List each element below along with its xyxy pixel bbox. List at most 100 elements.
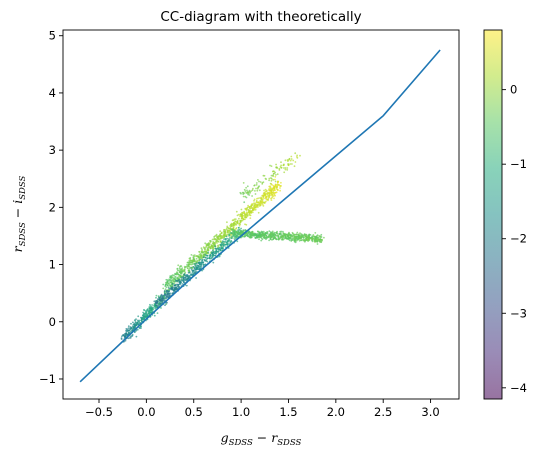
scatter-point xyxy=(202,246,205,249)
scatter-point xyxy=(245,211,248,214)
scatter-point xyxy=(280,161,282,164)
scatter-point xyxy=(270,197,272,200)
scatter-point xyxy=(276,188,278,191)
scatter-point xyxy=(125,329,127,332)
scatter-point xyxy=(178,270,181,273)
scatter-point xyxy=(292,159,295,162)
scatter-point xyxy=(314,232,317,234)
scatter-point xyxy=(223,244,225,247)
scatter-point xyxy=(189,261,192,263)
scatter-point xyxy=(259,234,262,237)
scatter-point xyxy=(219,234,222,237)
scatter-point xyxy=(222,246,224,249)
scatter-point xyxy=(183,269,186,272)
scatter-point xyxy=(212,249,214,252)
scatter-point xyxy=(243,212,246,215)
scatter-point xyxy=(219,240,222,243)
scatter-point xyxy=(274,189,276,192)
scatter-point xyxy=(272,184,275,187)
scatter-point xyxy=(237,227,240,229)
scatter-point xyxy=(181,283,184,285)
scatter-point xyxy=(218,255,221,258)
scatter-point xyxy=(120,338,123,340)
scatter-point xyxy=(270,199,273,202)
colorbar-tick-label: −4 xyxy=(510,381,527,395)
scatter-point xyxy=(251,204,254,207)
scatter-point xyxy=(151,304,154,306)
scatter-point xyxy=(191,271,194,274)
scatter-point xyxy=(198,265,201,268)
x-tick-label: 0.0 xyxy=(137,405,155,419)
scatter-point xyxy=(290,239,293,242)
scatter-point xyxy=(171,276,174,278)
scatter-point xyxy=(169,284,171,287)
scatter-point xyxy=(293,236,296,239)
scatter-point xyxy=(282,230,284,233)
scatter-point xyxy=(180,272,183,275)
scatter-point xyxy=(153,314,156,317)
scatter-point xyxy=(135,321,137,324)
scatter-point xyxy=(218,235,221,238)
scatter-point xyxy=(198,259,201,262)
scatter-point xyxy=(250,190,253,193)
scatter-point xyxy=(269,236,272,239)
scatter-point xyxy=(228,229,231,232)
scatter-point xyxy=(299,232,301,235)
scatter-point xyxy=(245,213,248,216)
scatter-point xyxy=(242,182,245,184)
scatter-point xyxy=(253,233,255,235)
scatter-point xyxy=(235,210,238,213)
scatter-point xyxy=(236,240,239,243)
scatter-point xyxy=(168,287,170,290)
scatter-point xyxy=(176,269,179,272)
scatter-point xyxy=(211,238,214,241)
scatter-point xyxy=(207,251,210,254)
scatter-point xyxy=(316,241,319,243)
scatter-point xyxy=(284,168,287,171)
y-tick-label: 1 xyxy=(49,258,56,272)
scatter-point xyxy=(245,186,248,189)
scatter-point xyxy=(219,230,222,233)
scatter-point xyxy=(141,314,144,317)
scatter-point xyxy=(269,238,272,241)
scatter-point xyxy=(280,164,282,167)
scatter-point xyxy=(262,174,265,177)
scatter-point xyxy=(165,282,168,285)
scatter-point xyxy=(199,261,201,264)
scatter-point xyxy=(177,277,179,280)
scatter-point xyxy=(222,240,225,243)
scatter-point xyxy=(235,227,237,230)
chart-title: CC-diagram with theoretically xyxy=(160,9,361,25)
scatter-point xyxy=(268,235,270,238)
scatter-point xyxy=(183,281,186,284)
scatter-point xyxy=(280,233,283,236)
scatter-point xyxy=(268,239,270,242)
scatter-point xyxy=(290,158,293,160)
scatter-point xyxy=(239,214,242,216)
scatter-point xyxy=(312,234,315,236)
scatter-point xyxy=(228,234,231,237)
scatter-point xyxy=(200,261,203,264)
scatter-point xyxy=(157,295,160,298)
y-tick-label: −1 xyxy=(39,372,56,386)
scatter-point xyxy=(259,181,262,183)
scatter-point xyxy=(291,237,294,240)
scatter-point xyxy=(308,234,310,236)
scatter-point xyxy=(165,289,168,292)
scatter-point xyxy=(286,159,289,161)
scatter-point xyxy=(193,259,196,262)
scatter-point xyxy=(291,163,293,165)
scatter-point xyxy=(213,238,215,241)
scatter-point xyxy=(205,244,208,247)
x-tick-label: 1.0 xyxy=(232,405,250,419)
scatter-point xyxy=(245,191,248,194)
scatter-point xyxy=(212,251,214,254)
scatter-point xyxy=(171,282,174,285)
scatter-point xyxy=(258,185,260,188)
scatter-point xyxy=(261,231,264,233)
scatter-point xyxy=(219,237,222,240)
scatter-point xyxy=(284,167,287,169)
scatter-point xyxy=(229,227,232,230)
scatter-point xyxy=(164,283,167,286)
scatter-point xyxy=(290,235,293,237)
